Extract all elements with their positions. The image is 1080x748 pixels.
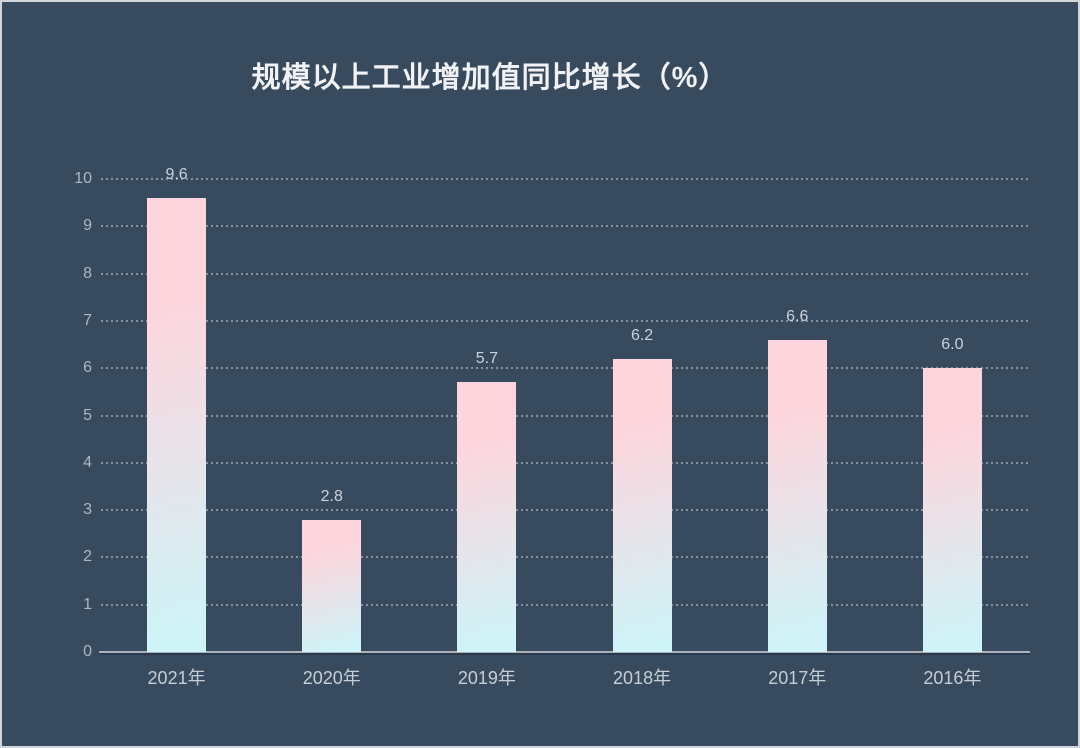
bar-value-label: 6.0: [941, 336, 964, 354]
y-tick-label: 8: [83, 264, 92, 282]
gridline: [101, 461, 1030, 464]
y-tick-label: 2: [83, 548, 92, 566]
x-axis-label: 2018年: [613, 668, 672, 688]
gridline: [101, 509, 1030, 512]
y-tick-label: 1: [83, 595, 92, 613]
y-tick-label: 9: [83, 217, 92, 235]
x-axis-label: 2016年: [923, 668, 982, 688]
gridline: [101, 178, 1030, 180]
gridline: [101, 367, 1030, 370]
x-axis-label: 2017年: [768, 668, 827, 688]
bar: [612, 358, 672, 652]
x-axis-label: 2020年: [302, 668, 361, 688]
y-tick-label: 0: [83, 643, 92, 660]
bar-value-label: 6.2: [630, 326, 654, 344]
y-tick-label: 6: [83, 359, 92, 377]
bar: [302, 519, 362, 652]
gridline: [101, 603, 1030, 606]
gridline: [101, 225, 1030, 228]
y-tick-label: 4: [83, 453, 92, 471]
bar: [147, 197, 207, 652]
gridline: [101, 272, 1030, 275]
x-axis-label: 2021年: [147, 668, 206, 688]
bar-value-label: 5.7: [475, 350, 499, 368]
y-tick-label: 7: [83, 311, 92, 329]
x-axis-line: [99, 651, 1030, 653]
chart-title: 规模以上工业增加值同比增长（%）: [251, 62, 729, 94]
bar: [767, 339, 827, 652]
bar-value-label: 9.6: [165, 165, 188, 183]
bar-value-label: 6.6: [786, 307, 809, 325]
bar: [922, 368, 982, 652]
y-tick-label: 10: [74, 170, 92, 187]
y-tick-label: 5: [83, 406, 92, 424]
bar-value-label: 2.8: [320, 487, 343, 505]
gridline: [101, 319, 1030, 322]
y-tick-label: 3: [83, 501, 92, 519]
gridline: [101, 556, 1030, 559]
bar: [457, 382, 517, 652]
x-axis-label: 2019年: [457, 668, 516, 688]
gridline: [101, 414, 1030, 417]
